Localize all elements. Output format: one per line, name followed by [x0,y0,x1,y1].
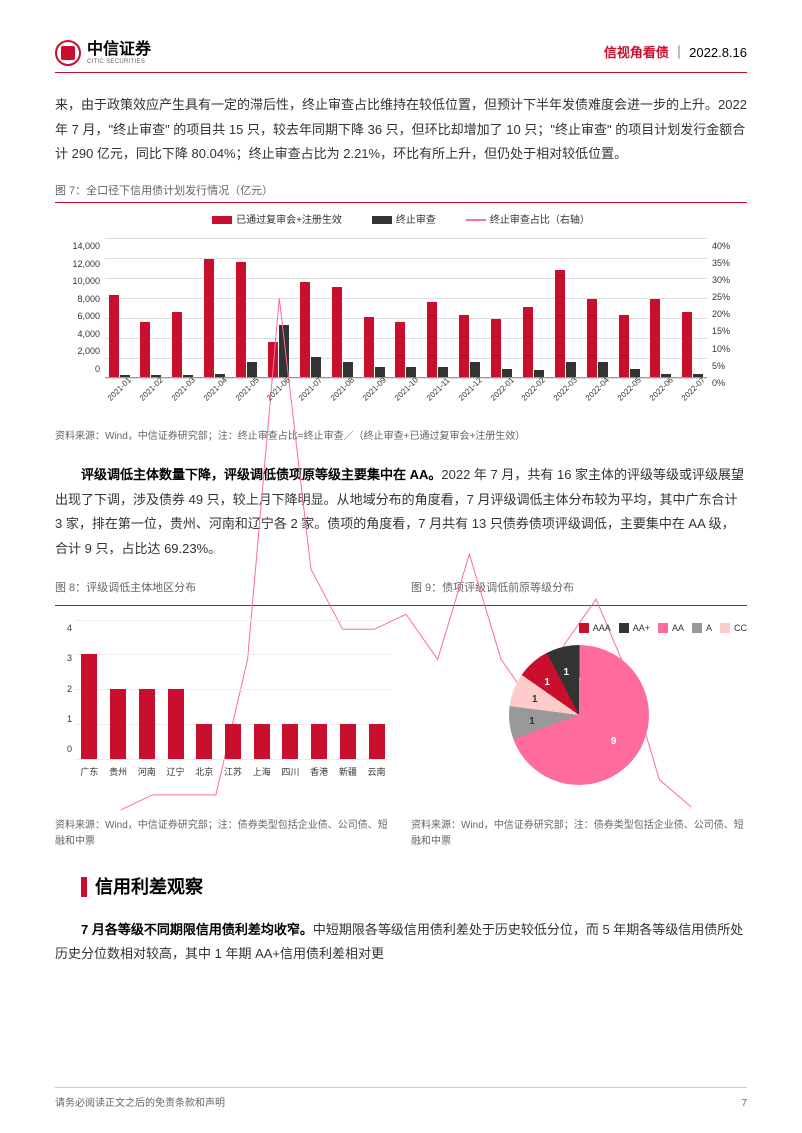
doc-date: 2022.8.16 [689,45,747,60]
chart7-legend: 已通过复审会+注册生效终止审查终止审查占比（右轴） [55,211,747,230]
chart7-title: 图 7：全口径下信用债计划发行情况（亿元） [55,181,747,202]
paragraph-3-lead: 7 月各等级不同期限信用债利差均收窄。 [81,922,313,937]
logo-mark [55,40,81,66]
page-footer: 请务必阅读正文之后的免责条款和声明 7 [55,1087,747,1113]
header-rule [55,72,747,73]
chart9: AAAAA+AAACC 11911 [411,620,747,800]
chart7-bars [105,238,707,378]
chart7-y-axis-right: 40%35%30%25%20%15%10%5%0% [712,238,747,378]
section-bar-icon [81,877,87,897]
chart7-source: 资料来源：Wind，中信证券研究部；注：终止审查占比=终止审查／（终止审查+已通… [55,429,747,445]
paragraph-3: 7 月各等级不同期限信用债利差均收窄。中短期限各等级信用债利差处于历史较低分位，… [55,918,747,967]
footer-disclaimer: 请务必阅读正文之后的免责条款和声明 [55,1094,225,1113]
section-title-text: 信用利差观察 [95,870,203,904]
logo-en: CITIC SECURITIES [87,59,151,66]
chart8-bars [75,620,391,759]
doc-category: 信视角看债 [604,45,669,60]
page-number: 7 [741,1094,747,1113]
chart8: 43210 广东贵州河南辽宁北京江苏上海四川香港新疆云南 [55,620,391,800]
chart7-rule [55,202,747,203]
chart7: 已通过复审会+注册生效终止审查终止审查占比（右轴） 14,00012,00010… [55,211,747,411]
chart7-x-axis: 2021-012021-022021-032021-042021-052021-… [105,382,707,397]
chart9-legend: AAAAA+AAACC [411,620,747,637]
chart7-y-axis-left: 14,00012,00010,0008,0006,0004,0002,0000 [60,238,100,378]
chart8-source: 资料来源：Wind，中信证券研究部；注：债券类型包括企业债、公司债、短融和中票 [55,818,391,850]
header-meta: 信视角看债 ｜ 2022.8.16 [604,41,747,66]
chart8-title: 图 8：评级调低主体地区分布 [55,578,391,599]
paragraph-2: 评级调低主体数量下降，评级调低债项原等级主要集中在 AA。2022 年 7 月，… [55,463,747,562]
paragraph-2-lead: 评级调低主体数量下降，评级调低债项原等级主要集中在 AA。 [81,467,441,482]
chart8-y-axis: 43210 [57,620,72,759]
chart9-title: 图 9：债项评级调低前原等级分布 [411,578,747,599]
charts-8-9-rule [55,605,747,606]
page-header: 中信证券 CITIC SECURITIES 信视角看债 ｜ 2022.8.16 [55,40,747,66]
logo-cn: 中信证券 [87,41,151,59]
chart9-source: 资料来源：Wind，中信证券研究部；注：债券类型包括企业债、公司债、短融和中票 [411,818,747,850]
chart8-x-axis: 广东贵州河南辽宁北京江苏上海四川香港新疆云南 [75,764,391,781]
section-title: 信用利差观察 [81,870,747,904]
logo: 中信证券 CITIC SECURITIES [55,40,151,66]
paragraph-1: 来，由于政策效应产生具有一定的滞后性，终止审查占比维持在较低位置，但预计下半年发… [55,93,747,167]
